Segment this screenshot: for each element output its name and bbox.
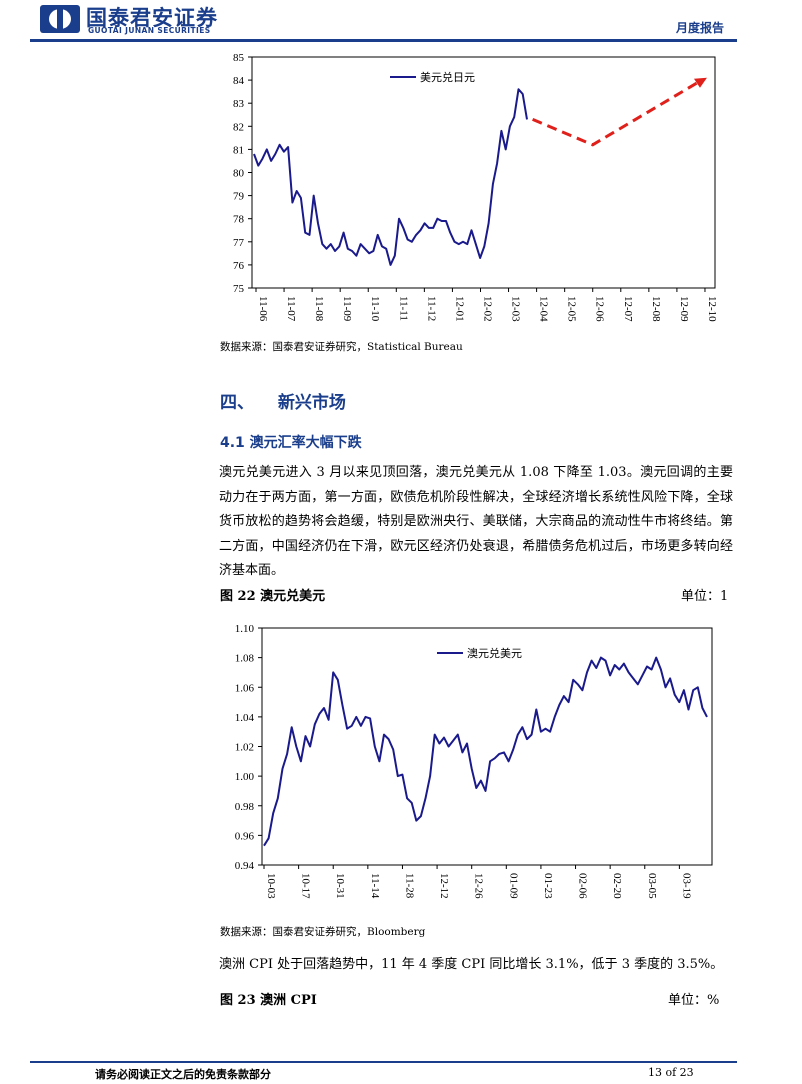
plot-area xyxy=(261,627,713,866)
x-tick-label: 12-07 xyxy=(622,296,634,322)
x-tick-label: 12-06 xyxy=(594,296,606,322)
x-tick-label: 11-06 xyxy=(257,296,269,322)
y-tick-label: 0.94 xyxy=(235,860,255,872)
x-tick-label: 12-08 xyxy=(650,296,662,322)
legend-label: 澳元兑美元 xyxy=(467,646,522,660)
y-tick-label: 85 xyxy=(233,52,245,64)
y-tick-label: 0.96 xyxy=(235,830,255,842)
y-tick-label: 77 xyxy=(233,237,245,249)
x-tick-label: 11-28 xyxy=(403,873,415,899)
figure-22-source: 数据来源：国泰君安证券研究，Bloomberg xyxy=(220,926,426,938)
x-tick-label: 11-09 xyxy=(341,296,353,322)
figure-22-title: 图 22 澳元兑美元 xyxy=(220,589,326,604)
x-tick-label: 12-01 xyxy=(453,296,465,322)
series-line xyxy=(253,88,528,266)
x-tick-label: 01-09 xyxy=(507,873,519,899)
y-tick-label: 1.10 xyxy=(235,623,255,635)
section-heading: 四、 新兴市场 xyxy=(220,393,346,413)
x-tick-label: 12-10 xyxy=(706,296,718,322)
y-tick-label: 82 xyxy=(233,121,244,133)
x-tick-label: 11-07 xyxy=(285,296,297,322)
figure-21-source: 数据来源：国泰君安证券研究，Statistical Bureau xyxy=(220,341,463,353)
logo-icon xyxy=(38,3,82,35)
y-tick-label: 1.02 xyxy=(235,742,254,754)
series-line xyxy=(263,656,708,847)
brand-name-en: GUOTAI JUNAN SECURITIES xyxy=(88,26,211,35)
x-tick-label: 10-17 xyxy=(300,873,312,899)
x-tick-label: 03-05 xyxy=(646,873,658,899)
footer-disclaimer-note: 请务必阅读正文之后的免责条款部分 xyxy=(95,1068,271,1081)
x-tick-label: 11-11 xyxy=(397,296,409,321)
forecast-arrow-head xyxy=(693,77,707,88)
footer-divider xyxy=(30,1061,737,1063)
y-tick-label: 1.08 xyxy=(235,653,255,665)
legend-label: 美元兑日元 xyxy=(420,70,475,84)
figure-23-unit: 单位：% xyxy=(668,993,720,1008)
y-tick-label: 84 xyxy=(233,75,245,87)
x-tick-label: 01-23 xyxy=(542,873,554,899)
body-paragraph-cpi: 澳洲 CPI 处于回落趋势中，11 年 4 季度 CPI 同比增长 3.1%，低… xyxy=(219,957,724,972)
header-divider xyxy=(30,39,737,42)
y-tick-label: 78 xyxy=(233,214,245,226)
x-tick-label: 12-05 xyxy=(566,296,578,322)
y-tick-label: 1.00 xyxy=(235,771,255,783)
page-number: 13 of 23 xyxy=(648,1066,694,1079)
x-tick-label: 11-08 xyxy=(313,296,325,322)
figure-22-unit: 单位：1 xyxy=(681,589,729,604)
x-tick-label: 02-20 xyxy=(611,873,623,899)
x-tick-label: 11-10 xyxy=(369,296,381,322)
x-tick-label: 10-31 xyxy=(334,873,346,899)
x-tick-label: 12-26 xyxy=(473,873,485,899)
x-tick-label: 10-03 xyxy=(265,873,277,899)
x-tick-label: 03-19 xyxy=(680,873,692,899)
aud-usd-chart: 0.94 0.96 0.98 1.00 1.02 1.04 1.06 1.08 1.10 10-0… xyxy=(235,623,713,899)
y-tick-label: 79 xyxy=(233,191,245,203)
y-tick-label: 1.06 xyxy=(235,682,255,694)
usd-jpy-chart: 75 76 77 78 79 80 81 82 83 84 85 11-06 11-07 11-08 11-… xyxy=(233,52,718,322)
body-paragraph: 澳元兑美元进入 3 月以来见顶回落，澳元兑美元从 1.08 下降至 1.03。澳… xyxy=(219,465,733,579)
x-tick-label: 12-04 xyxy=(538,296,550,322)
y-tick-label: 80 xyxy=(233,168,245,180)
x-tick-label: 12-02 xyxy=(481,296,493,322)
x-tick-label: 02-06 xyxy=(577,873,589,899)
y-tick-label: 81 xyxy=(233,144,244,156)
y-tick-label: 75 xyxy=(233,283,245,295)
brand-name-cn: 国泰君安证券 xyxy=(86,6,218,30)
plot-area xyxy=(251,56,716,289)
subsection-heading: 4.1 澳元汇率大幅下跌 xyxy=(220,435,362,451)
y-tick-label: 1.04 xyxy=(235,712,255,724)
x-tick-label: 12-12 xyxy=(438,873,450,899)
x-tick-label: 12-09 xyxy=(678,296,690,322)
x-tick-label: 11-14 xyxy=(369,873,381,899)
forecast-arrow-line xyxy=(532,80,700,147)
x-tick-label: 12-03 xyxy=(510,296,522,322)
y-tick-label: 83 xyxy=(233,98,245,110)
report-type-label: 月度报告 xyxy=(675,21,724,35)
y-tick-label: 0.98 xyxy=(235,801,255,813)
x-tick-label: 11-12 xyxy=(425,296,437,321)
figure-23-title: 图 23 澳洲 CPI xyxy=(220,993,317,1008)
y-tick-label: 76 xyxy=(233,260,245,272)
